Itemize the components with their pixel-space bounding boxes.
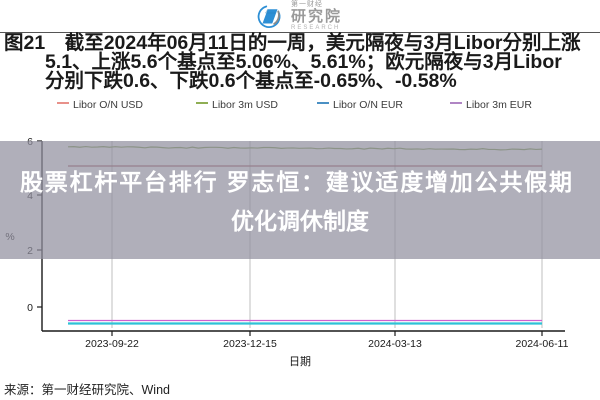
svg-text:2023-12-15: 2023-12-15 bbox=[223, 338, 277, 350]
svg-text:2023-09-22: 2023-09-22 bbox=[85, 338, 139, 350]
svg-text:2024-03-13: 2024-03-13 bbox=[368, 338, 422, 350]
svg-text:0: 0 bbox=[27, 302, 33, 314]
svg-text:日期: 日期 bbox=[289, 355, 311, 368]
svg-text:2024-06-11: 2024-06-11 bbox=[516, 338, 569, 350]
